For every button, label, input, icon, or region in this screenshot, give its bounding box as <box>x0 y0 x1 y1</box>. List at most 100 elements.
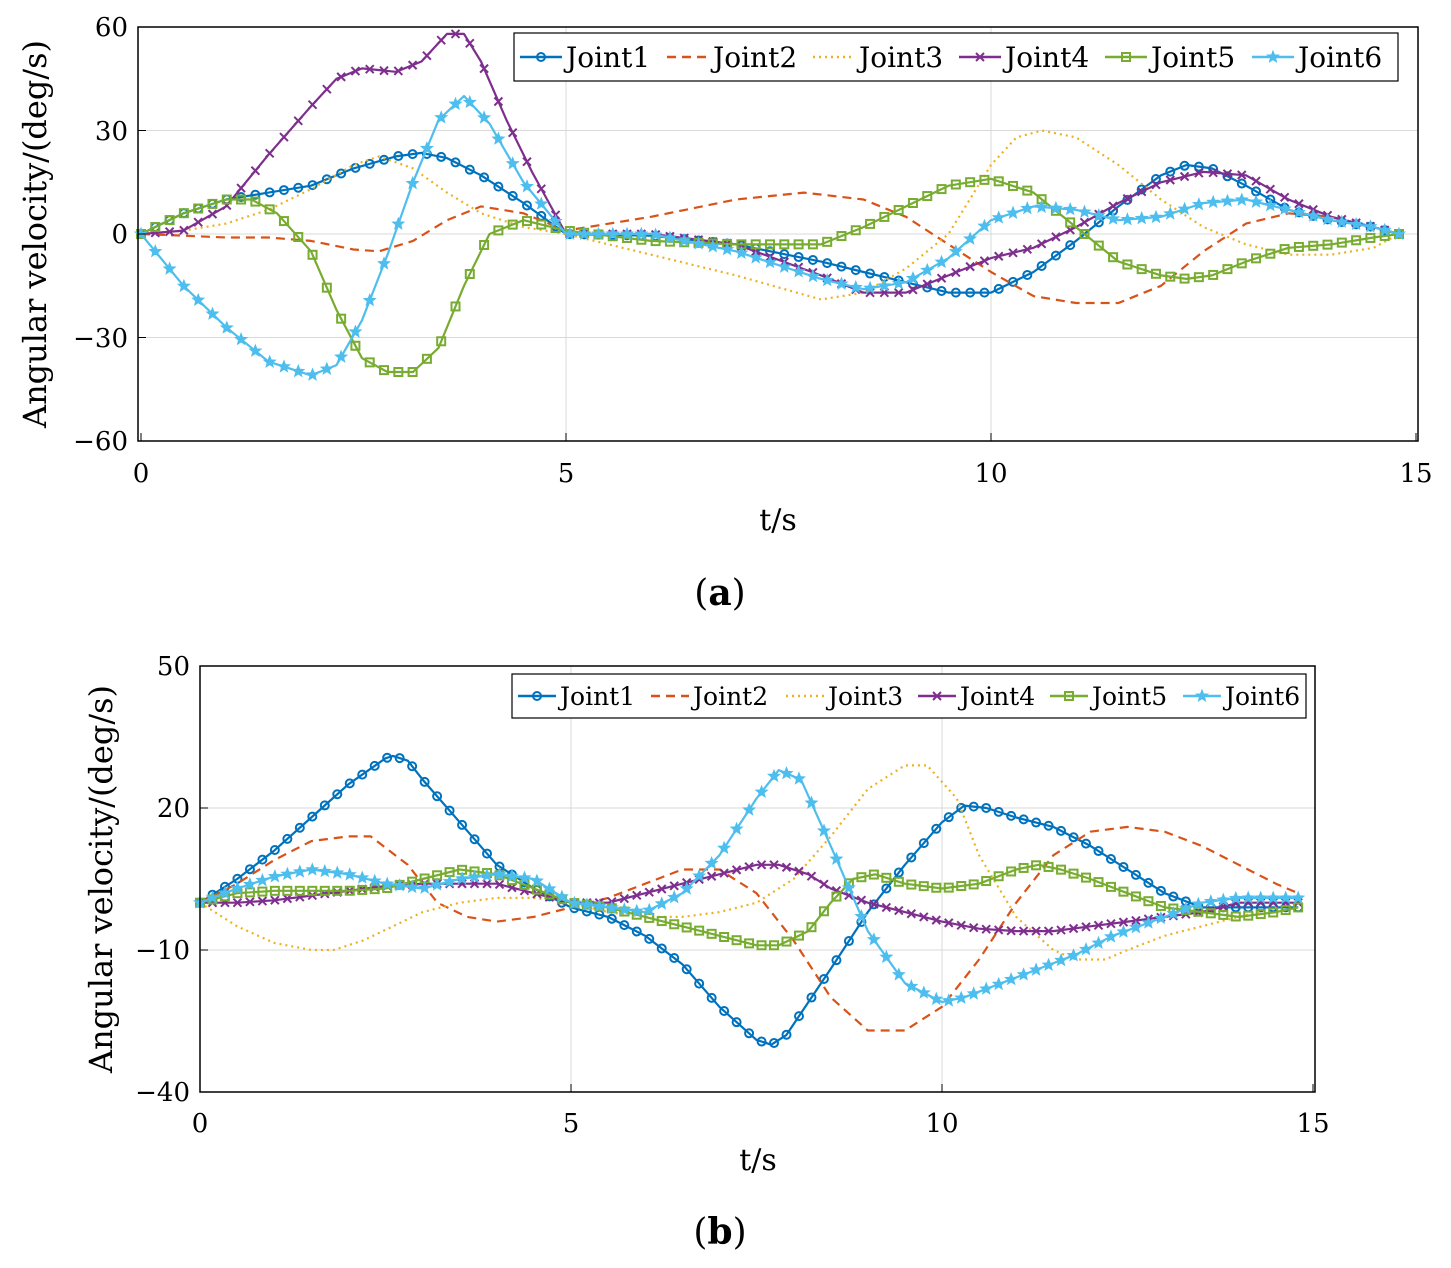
plot-frame-b <box>199 665 1316 1093</box>
point-b-joint1-21 <box>457 819 468 830</box>
point-b-joint5-4 <box>244 887 255 898</box>
point-b-joint6-23 <box>480 868 494 882</box>
series-line-a-joint6 <box>140 94 1400 377</box>
point-a-joint4-13 <box>322 84 332 94</box>
point-a-joint6-54 <box>905 270 920 285</box>
point-b-joint4-63 <box>981 924 991 934</box>
point-b-joint1-23 <box>482 848 493 859</box>
point-b-joint6-77 <box>1153 910 1168 925</box>
x-tick-label-b-0: 0 <box>192 1109 209 1139</box>
point-b-joint6-32 <box>592 898 607 913</box>
point-b-joint5-73 <box>1105 881 1116 892</box>
point-a-joint1-10 <box>278 185 289 196</box>
point-b-joint4-73 <box>1106 919 1116 929</box>
point-a-joint4-17 <box>379 65 389 76</box>
point-b-joint4-5 <box>257 896 268 906</box>
point-b-joint1-60 <box>943 812 954 823</box>
point-a-joint1-25 <box>493 181 504 192</box>
point-b-joint6-57 <box>904 979 919 993</box>
point-a-joint6-88 <box>1392 226 1406 241</box>
point-a-joint6-30 <box>562 226 577 241</box>
point-a-joint4-5 <box>207 209 218 219</box>
point-a-joint6-33 <box>605 226 620 241</box>
point-b-joint4-58 <box>919 912 929 922</box>
point-a-joint6-27 <box>520 179 534 193</box>
point-b-joint1-48 <box>793 1011 804 1022</box>
point-b-joint4-45 <box>756 860 767 870</box>
point-b-joint1-74 <box>1118 861 1129 872</box>
point-a-joint5-83 <box>1322 239 1333 250</box>
legend-label-a-joint4: Joint4 <box>1002 41 1089 74</box>
legend-item-a-joint1: Joint1 <box>520 41 650 74</box>
point-a-joint4-53 <box>893 287 904 298</box>
point-b-joint4-36 <box>644 887 654 897</box>
point-b-joint5-47 <box>781 936 792 947</box>
point-b-joint1-58 <box>918 838 929 849</box>
point-b-joint1-16 <box>394 753 405 764</box>
point-a-joint1-23 <box>464 164 475 175</box>
point-a-joint1-71 <box>1150 174 1161 185</box>
x-tick-label-a-0: 0 <box>133 459 150 489</box>
point-b-joint6-15 <box>380 876 395 890</box>
point-b-joint5-81 <box>1205 908 1216 919</box>
point-b-joint5-86 <box>1268 907 1279 918</box>
point-b-joint4-55 <box>881 902 892 913</box>
point-b-joint5-80 <box>1193 906 1204 917</box>
point-b-joint1-51 <box>831 955 842 966</box>
point-b-joint4-43 <box>731 865 742 875</box>
point-a-joint1-64 <box>1050 250 1061 261</box>
point-a-joint5-12 <box>307 249 318 260</box>
point-b-joint6-87 <box>1278 890 1293 904</box>
point-a-joint4-2 <box>164 226 175 237</box>
point-a-joint4-61 <box>1008 248 1018 258</box>
point-a-joint6-53 <box>891 276 906 290</box>
point-a-joint5-67 <box>1093 240 1104 251</box>
point-a-joint6-69 <box>1120 212 1135 226</box>
legend-item-b-joint1: Joint1 <box>518 682 635 711</box>
point-b-joint6-1 <box>205 890 220 904</box>
point-a-joint6-45 <box>777 259 792 273</box>
point-a-joint6-9 <box>262 354 277 369</box>
point-a-joint5-47 <box>807 239 818 250</box>
point-a-joint4-72 <box>1165 175 1175 185</box>
point-b-joint4-49 <box>806 871 817 881</box>
point-b-joint1-68 <box>1043 820 1054 831</box>
y-tick-label-a-0: 0 <box>111 220 128 250</box>
point-a-joint6-78 <box>1248 194 1264 208</box>
point-b-joint1-8 <box>294 822 305 833</box>
point-b-joint6-45 <box>754 784 769 799</box>
series-line-b-joint4 <box>200 863 1299 933</box>
legend-item-a-joint4: Joint4 <box>959 41 1089 74</box>
point-a-joint6-23 <box>462 94 477 109</box>
point-b-joint4-24 <box>494 879 505 890</box>
point-b-joint1-9 <box>307 811 318 822</box>
point-a-joint5-49 <box>836 231 847 242</box>
point-a-joint6-0 <box>134 226 148 241</box>
point-a-joint6-44 <box>763 254 777 269</box>
point-a-joint5-5 <box>207 198 218 209</box>
series-b <box>193 752 1306 1048</box>
point-b-joint5-88 <box>1293 902 1304 913</box>
point-b-joint6-37 <box>654 896 669 910</box>
point-b-joint6-26 <box>517 870 532 884</box>
point-a-joint1-61 <box>1008 276 1019 287</box>
x-tick-label-b-5: 5 <box>563 1109 580 1139</box>
point-a-joint5-75 <box>1208 269 1219 280</box>
legend-item-b-joint5: Joint5 <box>1050 682 1167 711</box>
point-b-joint5-58 <box>918 881 929 892</box>
point-b-joint1-11 <box>332 789 343 800</box>
point-b-joint6-22 <box>467 869 482 884</box>
point-b-joint6-40 <box>692 868 707 882</box>
legend-label-a-joint6: Joint6 <box>1295 41 1382 74</box>
legend-marker-b-joint1 <box>532 691 542 701</box>
point-a-joint4-18 <box>393 66 404 76</box>
point-b-joint5-87 <box>1280 905 1291 916</box>
point-a-joint4-57 <box>951 267 961 278</box>
point-a-joint4-27 <box>522 156 532 167</box>
point-a-joint4-58 <box>965 261 975 272</box>
legend-label-b-joint2: Joint2 <box>690 682 768 711</box>
point-a-joint5-7 <box>236 194 247 205</box>
point-a-joint1-58 <box>965 287 976 298</box>
point-b-joint4-4 <box>245 897 255 907</box>
point-a-joint6-61 <box>1006 205 1020 220</box>
